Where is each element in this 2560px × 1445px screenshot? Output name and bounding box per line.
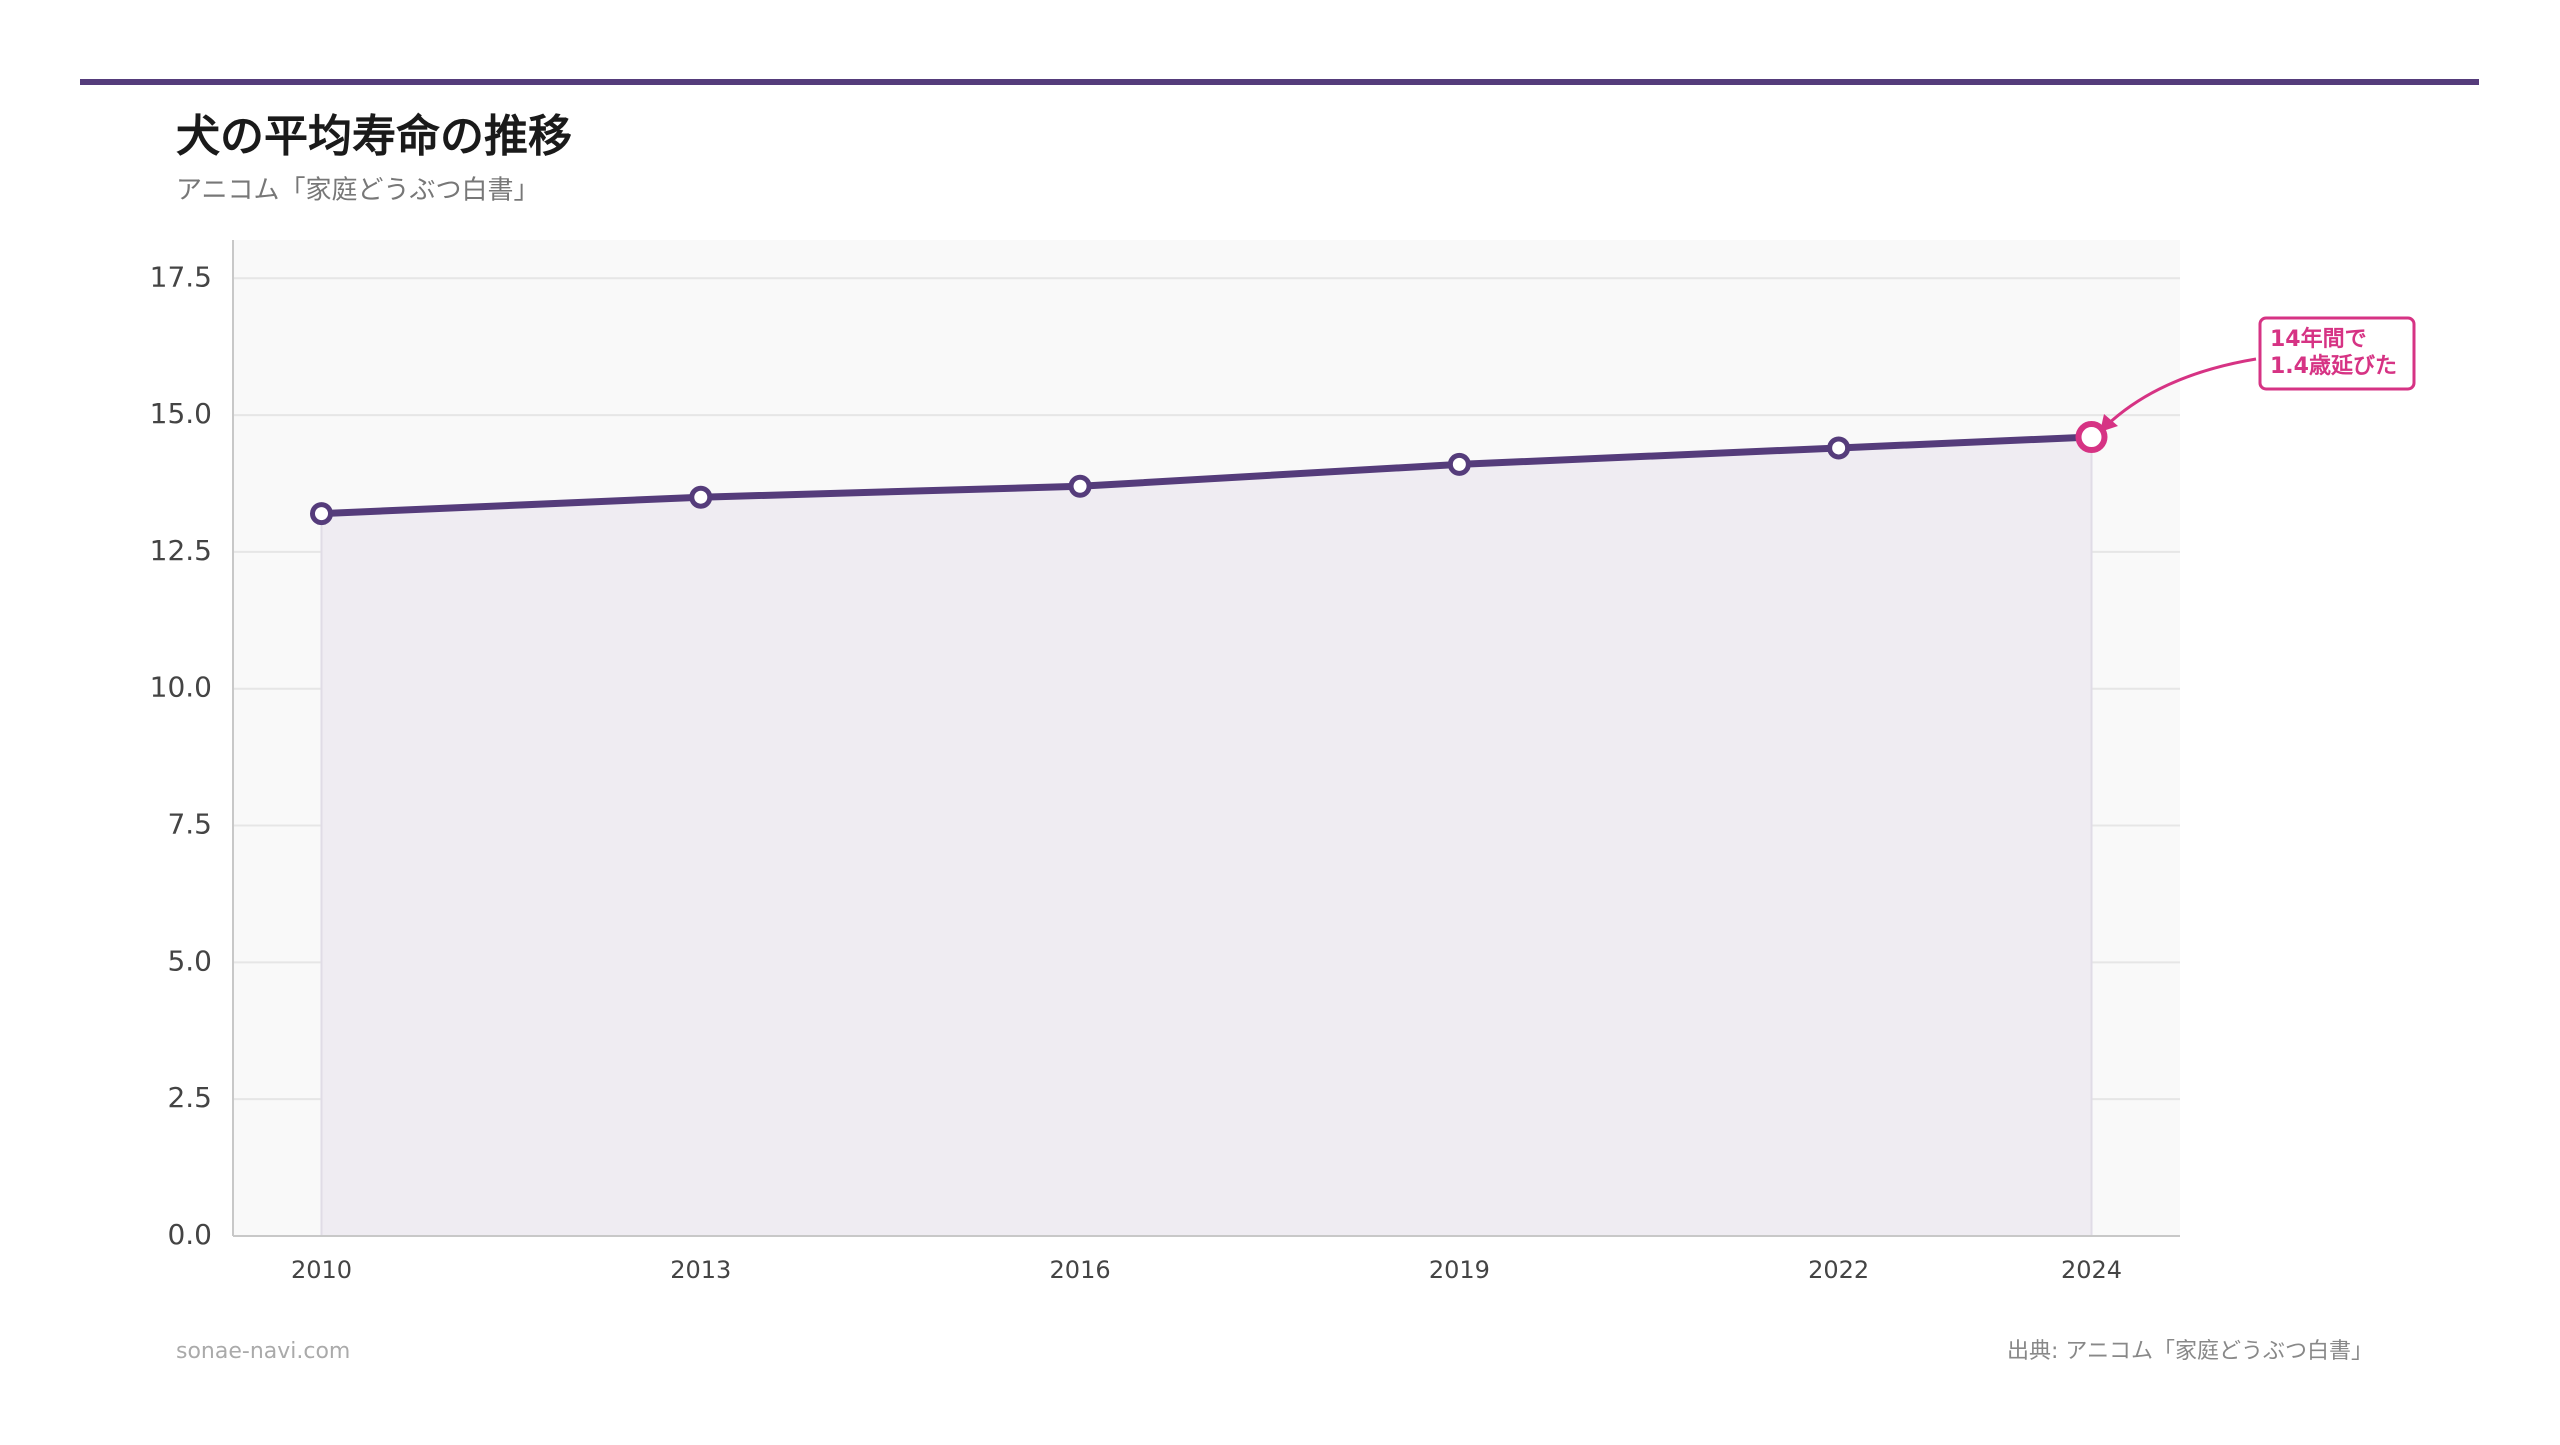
highlight-marker <box>2075 421 2108 454</box>
y-tick-label: 0.0 <box>167 1218 212 1251</box>
annotation-text: 14年間で <box>2270 326 2367 352</box>
y-tick-label: 15.0 <box>150 397 212 430</box>
line <box>321 433 2092 518</box>
x-tick-label: 2019 <box>1429 1256 1490 1284</box>
x-tick-label: 2010 <box>291 1256 352 1284</box>
y-tick-label: 7.5 <box>167 808 212 841</box>
annotation-box <box>2258 316 2416 391</box>
marker <box>1827 436 1851 460</box>
annotation-text: 1.4歳延びた <box>2270 354 2397 379</box>
y-tick-label: 17.5 <box>150 260 212 293</box>
y-tick-label: 12.5 <box>150 534 212 567</box>
chart-title: 犬の平均寿命の推移 <box>176 111 572 162</box>
y-tick-label: 10.0 <box>150 671 212 704</box>
x-tick-label: 2024 <box>2061 1256 2122 1284</box>
x-tick-label: 2022 <box>1808 1256 1869 1284</box>
x-tick-label: 2016 <box>1050 1256 1111 1284</box>
marker <box>689 485 713 509</box>
footer-site: sonae-navi.com <box>176 1339 350 1364</box>
footer-source: 出典: アニコム「家庭どうぶつ白書」 <box>2007 1339 2373 1364</box>
x-tick-label: 2013 <box>670 1256 731 1284</box>
marker <box>310 502 333 526</box>
chart-subtitle: アニコム「家庭どうぶつ白書」 <box>176 176 539 206</box>
annotation-arrow <box>2104 357 2257 428</box>
area-fill <box>320 435 2093 1237</box>
marker <box>1447 452 1471 476</box>
y-tick-label: 5.0 <box>167 944 212 977</box>
marker <box>1068 474 1092 498</box>
y-tick-label: 2.5 <box>167 1081 212 1114</box>
annotation-arrowhead <box>2100 414 2118 432</box>
